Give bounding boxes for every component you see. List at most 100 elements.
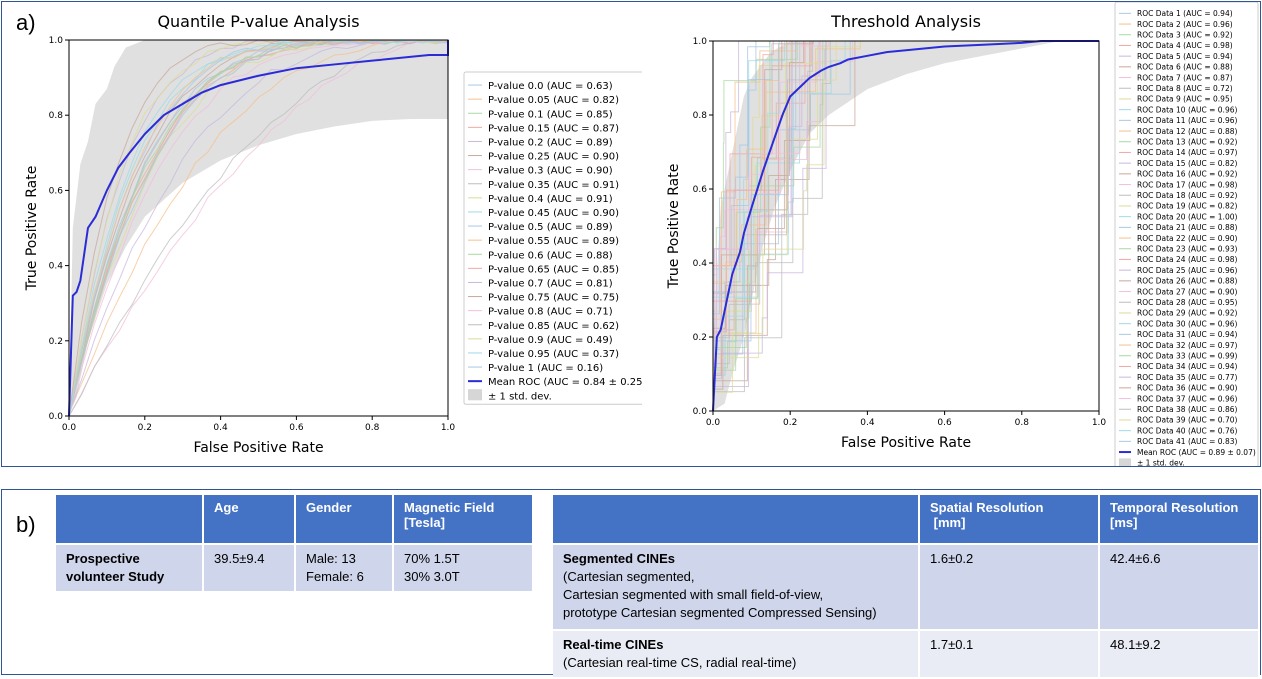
legend-entry: ROC Data 21 (AUC = 0.88) [1137, 223, 1237, 232]
roc-curve [68, 39, 449, 417]
quantile-chart: Quantile P-value Analysis 0.0 0.2 0.4 0.6 0.8… [24, 12, 642, 456]
legend-entry: P-value 0.15 (AUC = 0.87) [488, 123, 619, 134]
legend-entry: ROC Data 36 (AUC = 0.90) [1137, 384, 1237, 393]
legend-entry: ROC Data 12 (AUC = 0.88) [1137, 127, 1237, 136]
legend-entry: ROC Data 18 (AUC = 0.92) [1137, 191, 1237, 200]
panel-a-label: a) [16, 10, 36, 35]
roc-curve [68, 41, 449, 417]
legend-entry: P-value 0.95 (AUC = 0.37) [488, 349, 619, 360]
y-axis-label: True Positive Rate [666, 164, 682, 290]
legend-entry: ROC Data 14 (AUC = 0.97) [1137, 148, 1237, 157]
x-tick-label: 0.8 [365, 423, 380, 433]
y-tick-label: 0.2 [693, 333, 707, 343]
legend-entry: ROC Data 3 (AUC = 0.92) [1137, 31, 1233, 40]
legend-entry: ROC Data 38 (AUC = 0.86) [1137, 405, 1237, 414]
y-tick-label: 1.0 [693, 37, 708, 47]
y-tick-label: 0.6 [693, 185, 708, 195]
legend-swatch [468, 389, 482, 401]
field-30t: 30% 3.0T [404, 569, 460, 584]
plot-frame [712, 40, 1100, 412]
legend-entry: P-value 0.7 (AUC = 0.81) [488, 278, 613, 289]
legend-entry: ROC Data 19 (AUC = 0.82) [1137, 202, 1237, 211]
segmented-desc-1: (Cartesian segmented, [563, 569, 695, 584]
legend-entry: ROC Data 22 (AUC = 0.90) [1137, 234, 1237, 243]
temporal-header-text: Temporal Resolution [ms] [1110, 500, 1239, 530]
legend-entry: P-value 0.85 (AUC = 0.62) [488, 321, 619, 332]
panel-b: b) Age Gender Magnetic Field [Tesla] Pro… [1, 489, 1261, 679]
segmented-temporal: 42.4±6.6 [1099, 544, 1260, 631]
y-tick-label: 0.0 [693, 407, 708, 417]
legend-entry: P-value 0.6 (AUC = 0.88) [488, 250, 613, 261]
panel-b-label: b) [16, 512, 36, 537]
legend-entry: ROC Data 2 (AUC = 0.96) [1137, 20, 1233, 29]
legend-entry: P-value 0.45 (AUC = 0.90) [488, 208, 619, 219]
segmented-desc-3: prototype Cartesian segmented Compressed… [563, 605, 877, 620]
cine-header-spatial: Spatial Resolution [mm] [919, 495, 1100, 545]
y-tick-label: 0.0 [49, 412, 64, 422]
roc-curve [68, 39, 448, 417]
volunteer-study-label: Prospective volunteer Study [66, 551, 165, 584]
legend-entry: P-value 0.05 (AUC = 0.82) [488, 95, 619, 106]
segmented-spatial: 1.6±0.2 [919, 544, 1100, 631]
legend-entry: P-value 0.3 (AUC = 0.90) [488, 166, 613, 177]
legend-entry: ROC Data 1 (AUC = 0.94) [1137, 9, 1233, 18]
legend-entry: ROC Data 25 (AUC = 0.96) [1137, 266, 1237, 275]
gender-male: Male: 13 [306, 551, 356, 566]
cine-header-temporal: Temporal Resolution [ms] [1099, 495, 1260, 545]
x-tick-label: 1.0 [441, 423, 456, 433]
legend-entry: ROC Data 29 (AUC = 0.92) [1137, 309, 1237, 318]
legend-entry: ROC Data 33 (AUC = 0.99) [1137, 352, 1237, 361]
legend-entry: ROC Data 24 (AUC = 0.98) [1137, 255, 1237, 264]
legend-entry: ROC Data 7 (AUC = 0.87) [1137, 73, 1233, 82]
roc-curve [68, 39, 449, 417]
y-tick-label: 0.8 [693, 111, 708, 121]
chart-title: Quantile P-value Analysis [157, 12, 359, 31]
legend-entry: ROC Data 17 (AUC = 0.98) [1137, 180, 1237, 189]
y-tick-label: 0.8 [49, 111, 64, 121]
realtime-desc-1: (Cartesian real-time CS, radial real-tim… [563, 655, 797, 670]
legend-entry: P-value 0.75 (AUC = 0.75) [488, 293, 619, 304]
x-tick-label: 1.0 [1092, 418, 1107, 428]
volunteer-field: 70% 1.5T 30% 3.0T [393, 544, 534, 593]
legend-entry: ROC Data 8 (AUC = 0.72) [1137, 84, 1233, 93]
legend-entry: ROC Data 37 (AUC = 0.96) [1137, 394, 1237, 403]
std-band [69, 40, 448, 416]
x-tick-label: 0.2 [783, 418, 797, 428]
x-tick-label: 0.6 [289, 423, 304, 433]
y-tick-label: 1.0 [49, 36, 64, 46]
x-tick-label: 0.4 [860, 418, 875, 428]
y-tick-label: 0.2 [49, 337, 63, 347]
std-band [713, 41, 1099, 411]
legend-entry: P-value 0.65 (AUC = 0.85) [488, 264, 619, 275]
roc-curve [68, 39, 448, 417]
legend-entry: ± 1 std. dev. [488, 391, 552, 402]
x-tick-label: 0.4 [213, 423, 228, 433]
segmented-title: Segmented CINEs [563, 551, 675, 566]
legend-entry: ROC Data 11 (AUC = 0.96) [1137, 116, 1237, 125]
y-tick-label: 0.4 [49, 262, 64, 272]
panel-a: a) Quantile P-value Analysis 0.0 0.2 0.4 0.6… [1, 1, 1261, 467]
legend-entry: Mean ROC (AUC = 0.89 ± 0.07) [1137, 448, 1256, 457]
mean-roc-line [68, 40, 449, 417]
legend-entry: P-value 0.5 (AUC = 0.89) [488, 222, 613, 233]
legend-entry: ROC Data 15 (AUC = 0.82) [1137, 159, 1237, 168]
volunteer-table: Age Gender Magnetic Field [Tesla] Prospe… [56, 495, 534, 593]
volunteer-header-field: Magnetic Field [Tesla] [393, 495, 534, 545]
legend-entry: ROC Data 26 (AUC = 0.88) [1137, 277, 1237, 286]
x-tick-label: 0.8 [1015, 418, 1030, 428]
legend-entry: ROC Data 10 (AUC = 0.96) [1137, 105, 1237, 114]
roc-curve [712, 40, 1099, 411]
cine-row-realtime: Real-time CINEs (Cartesian real-time CS,… [553, 630, 920, 679]
roc-curve [68, 39, 448, 413]
x-tick-label: 0.0 [62, 423, 77, 433]
x-tick-label: 0.6 [937, 418, 952, 428]
legend-entry: ROC Data 28 (AUC = 0.95) [1137, 298, 1237, 307]
legend-entry: ROC Data 20 (AUC = 1.00) [1137, 212, 1237, 221]
volunteer-row-label: Prospective volunteer Study [56, 544, 204, 593]
legend-entry: ROC Data 13 (AUC = 0.92) [1137, 138, 1237, 147]
mean-roc-line [712, 40, 1099, 412]
volunteer-age: 39.5±9.4 [203, 544, 296, 593]
realtime-spatial: 1.7±0.1 [919, 630, 1100, 679]
spatial-header-text: Spatial Resolution [mm] [930, 500, 1044, 530]
x-axis-label: False Positive Rate [193, 440, 323, 456]
